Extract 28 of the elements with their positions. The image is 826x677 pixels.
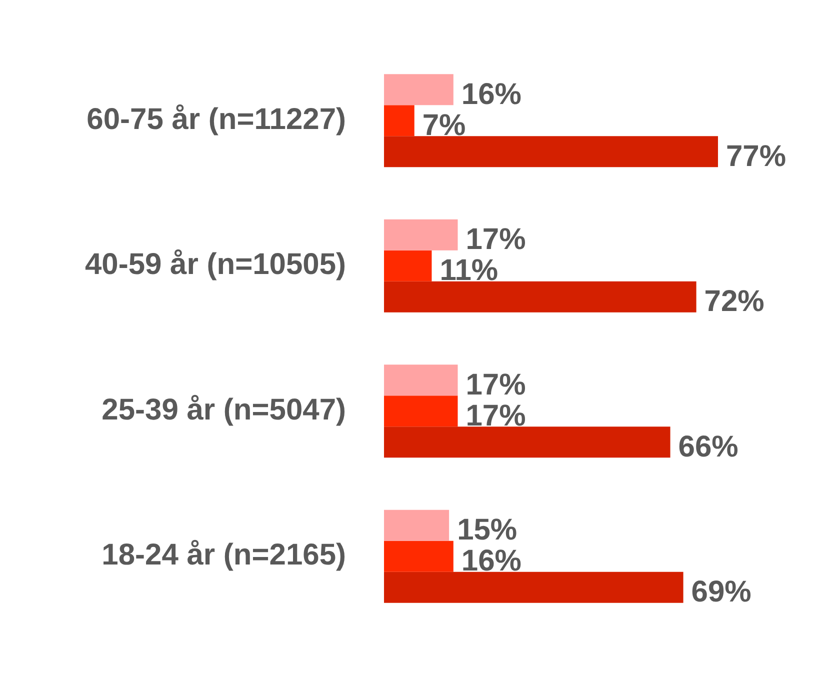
data-label: 69% — [691, 576, 752, 609]
data-label: 17% — [466, 368, 526, 402]
y-tick-label: 60-75 år (n=11227) — [86, 102, 346, 136]
bar — [384, 364, 458, 396]
data-label: 17% — [466, 399, 526, 432]
bar — [384, 105, 414, 136]
data-label: 7% — [422, 108, 466, 142]
bar — [384, 74, 454, 106]
data-label: 16% — [461, 544, 522, 578]
bar — [384, 250, 432, 282]
data-label: 15% — [457, 514, 518, 547]
data-label: 72% — [704, 285, 764, 318]
bar — [384, 219, 458, 250]
bar — [384, 136, 718, 168]
y-tick-label: 40-59 år (n=10505) — [84, 248, 346, 282]
bar — [384, 396, 458, 427]
bar — [384, 281, 696, 312]
bar — [384, 426, 670, 458]
y-tick-label: 25-39 år (n=5047) — [102, 393, 346, 426]
data-label: 16% — [461, 78, 522, 111]
bar — [384, 540, 454, 572]
bar — [384, 510, 450, 541]
bar — [384, 572, 684, 603]
y-tick-label: 18-24 år (n=2165) — [102, 538, 346, 572]
data-label: 77% — [726, 140, 786, 173]
data-label: 66% — [678, 430, 738, 464]
data-label: 11% — [440, 254, 498, 288]
data-label: 17% — [466, 223, 526, 256]
